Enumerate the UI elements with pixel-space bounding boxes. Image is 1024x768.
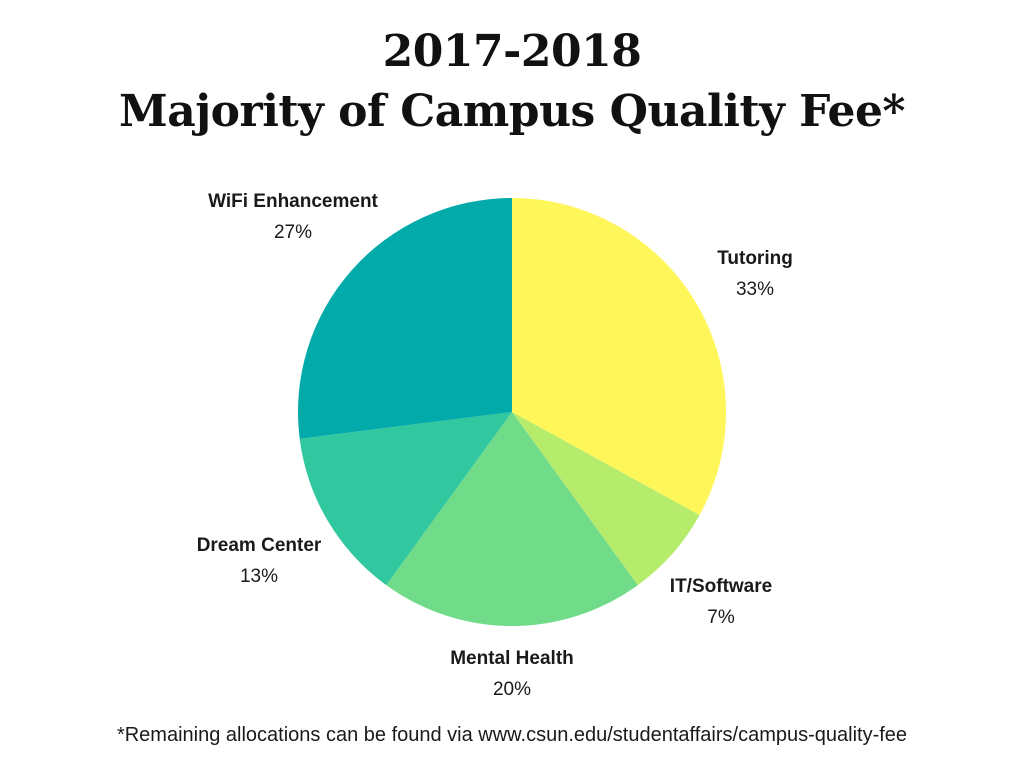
pie-slice-it-software (512, 412, 700, 586)
chart-title: 2017-2018 Majority of Campus Quality Fee… (0, 22, 1024, 142)
slice-value-wifi-enhancement: 27% (274, 222, 312, 243)
slice-label-tutoring: Tutoring (717, 248, 793, 269)
slice-value-tutoring: 33% (736, 279, 774, 300)
slice-value-dream-center: 13% (240, 566, 278, 587)
chart-title-main: Majority of Campus Quality Fee* (119, 86, 905, 137)
slice-label-mental-health: Mental Health (450, 648, 574, 669)
pie-slice-mental-health (386, 412, 638, 626)
pie-slice-tutoring (512, 198, 726, 516)
slice-label-wifi-enhancement: WiFi Enhancement (208, 191, 378, 212)
pie-slice-wifi-enhancement (298, 198, 512, 439)
slice-label-it-software: IT/Software (670, 576, 772, 597)
footnote: *Remaining allocations can be found via … (116, 724, 908, 746)
chart-title-year: 2017-2018 (382, 26, 642, 77)
slice-value-mental-health: 20% (493, 679, 531, 700)
slice-value-it-software: 7% (707, 607, 735, 628)
pie-slice-dream-center (299, 412, 512, 586)
slice-label-dream-center: Dream Center (197, 535, 322, 556)
